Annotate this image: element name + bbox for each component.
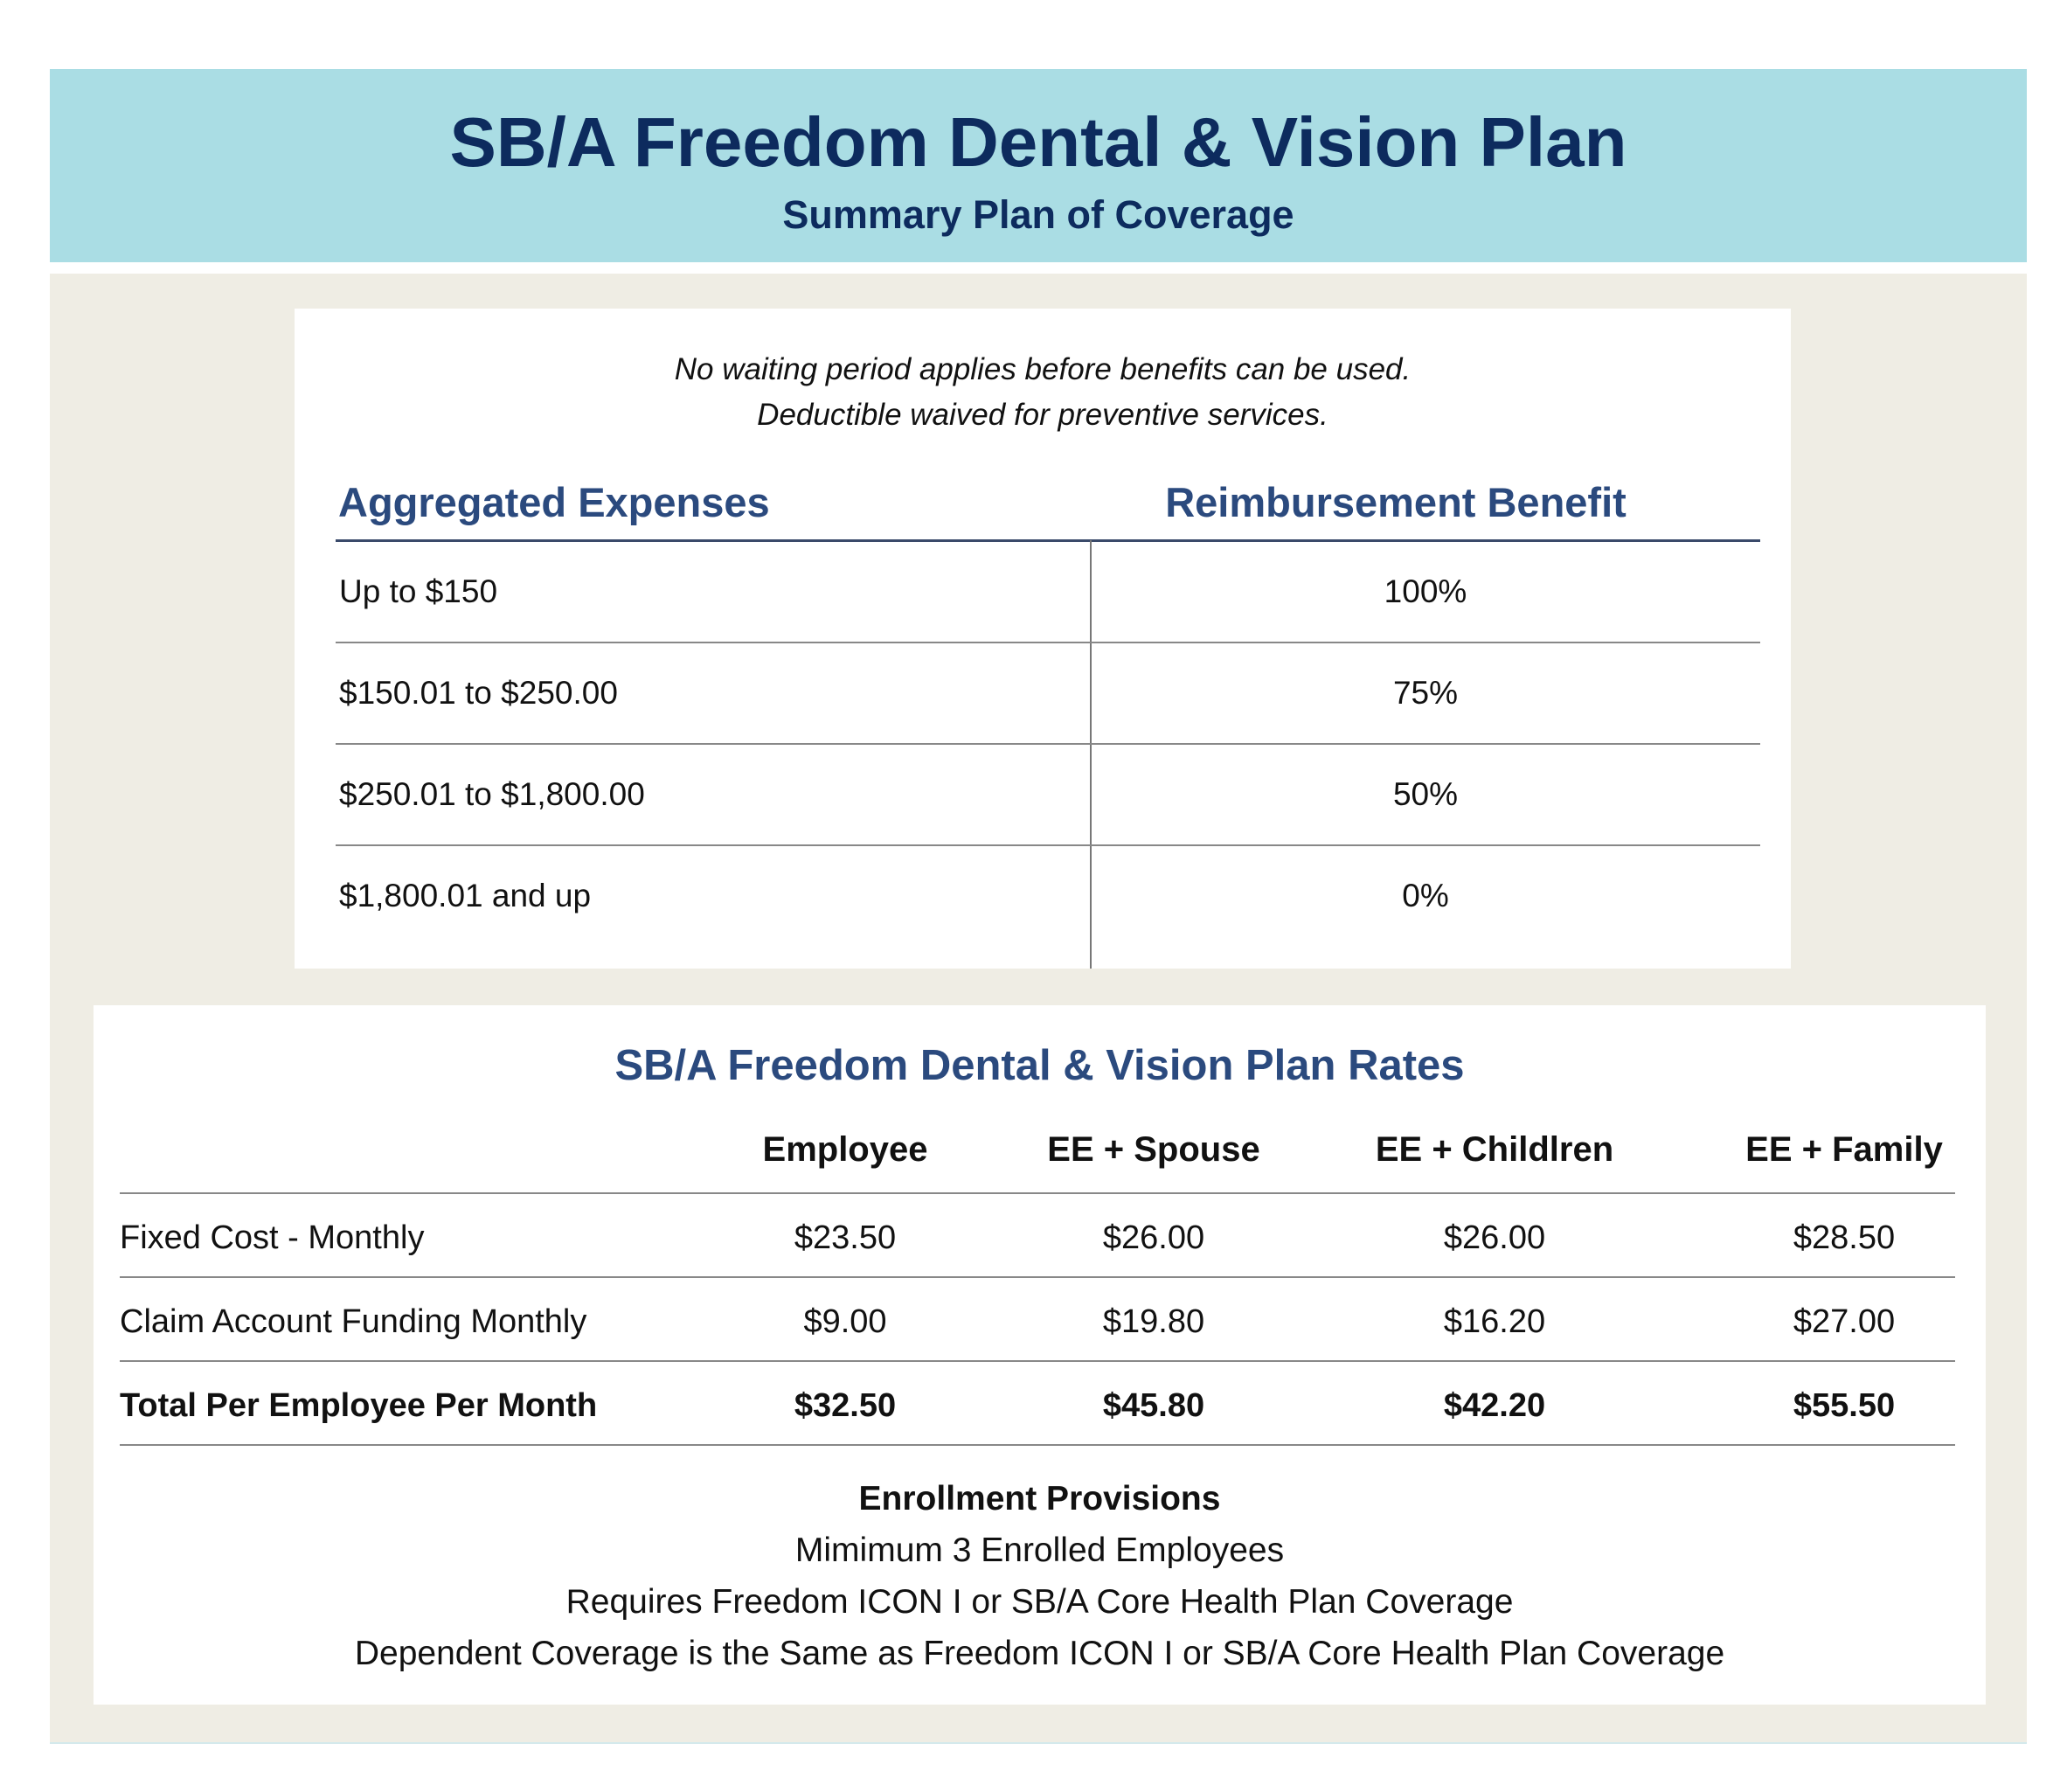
total-cell: $55.50 [1793, 1387, 1896, 1424]
header-banner: SB/A Freedom Dental & Vision Plan Summar… [50, 69, 2027, 262]
row-label: Claim Account Funding Monthly [120, 1303, 587, 1340]
row-divider [120, 1444, 1955, 1446]
coverage-note: Deductible waived for preventive service… [757, 398, 1328, 432]
page-title: SB/A Freedom Dental & Vision Plan [449, 103, 1627, 181]
table-row-total: Total Per Employee Per Month $32.50 $45.… [120, 1362, 1955, 1446]
total-cell: $32.50 [794, 1387, 897, 1424]
benefit-cell: 50% [1392, 776, 1459, 812]
column-header-expenses: Aggregated Expenses [338, 479, 770, 525]
table-row: $1,800.01 and up 0% [336, 846, 1760, 948]
rates-title: SB/A Freedom Dental & Vision Plan Rates [614, 1042, 1465, 1089]
page-subtitle: Summary Plan of Coverage [782, 192, 1294, 237]
table-row: Fixed Cost - Monthly $23.50 $26.00 $26.0… [120, 1194, 1955, 1278]
expense-cell: $1,800.01 and up [339, 878, 592, 913]
rate-cell: $27.00 [1793, 1303, 1896, 1340]
column-header-ee-children: EE + Childlren [1375, 1130, 1614, 1169]
column-header-employee: Employee [762, 1130, 928, 1169]
table-row: $250.01 to $1,800.00 50% [336, 745, 1760, 846]
table-row: Up to $150 100% [336, 542, 1760, 643]
enrollment-line: Dependent Coverage is the Same as Freedo… [354, 1635, 1725, 1672]
row-label: Total Per Employee Per Month [120, 1387, 598, 1424]
rate-cell: $23.50 [794, 1219, 897, 1256]
total-cell: $45.80 [1102, 1387, 1205, 1424]
row-divider [120, 1360, 1955, 1362]
row-divider [120, 1276, 1955, 1278]
table-row: $150.01 to $250.00 75% [336, 643, 1760, 745]
column-header-ee-spouse: EE + Spouse [1047, 1130, 1260, 1169]
benefit-cell: 75% [1392, 675, 1459, 711]
column-divider [1090, 540, 1092, 969]
row-label: Fixed Cost - Monthly [120, 1219, 425, 1256]
rates-card: SB/A Freedom Dental & Vision Plan Rates … [94, 1005, 1986, 1705]
total-cell: $42.20 [1443, 1387, 1546, 1424]
expense-cell: $250.01 to $1,800.00 [339, 776, 645, 812]
rate-cell: $19.80 [1102, 1303, 1205, 1340]
rate-cell: $28.50 [1793, 1219, 1896, 1256]
row-divider [336, 642, 1760, 643]
rate-cell: $16.20 [1443, 1303, 1546, 1340]
enrollment-line: Mimimum 3 Enrolled Employees [794, 1532, 1285, 1569]
row-divider [336, 844, 1760, 846]
benefit-cell: 100% [1384, 573, 1467, 609]
rate-cell: $26.00 [1102, 1219, 1205, 1256]
rate-cell: $9.00 [803, 1303, 887, 1340]
expense-cell: Up to $150 [339, 573, 498, 609]
coverage-card: No waiting period applies before benefit… [295, 309, 1791, 969]
table-row: Claim Account Funding Monthly $9.00 $19.… [120, 1278, 1955, 1362]
coverage-note: No waiting period applies before benefit… [674, 352, 1412, 386]
enrollment-line: Requires Freedom ICON I or SB/A Core Hea… [565, 1583, 1514, 1621]
enrollment-heading: Enrollment Provisions [858, 1480, 1221, 1518]
rate-cell: $26.00 [1443, 1219, 1546, 1256]
expense-cell: $150.01 to $250.00 [339, 675, 618, 711]
row-divider [336, 743, 1760, 745]
bottom-divider [50, 1742, 2027, 1744]
benefit-cell: 0% [1402, 878, 1449, 913]
header-divider [336, 539, 1760, 542]
column-header-benefit: Reimbursement Benefit [1165, 479, 1627, 525]
header-divider [120, 1192, 1955, 1194]
column-header-ee-family: EE + Family [1745, 1130, 1943, 1169]
